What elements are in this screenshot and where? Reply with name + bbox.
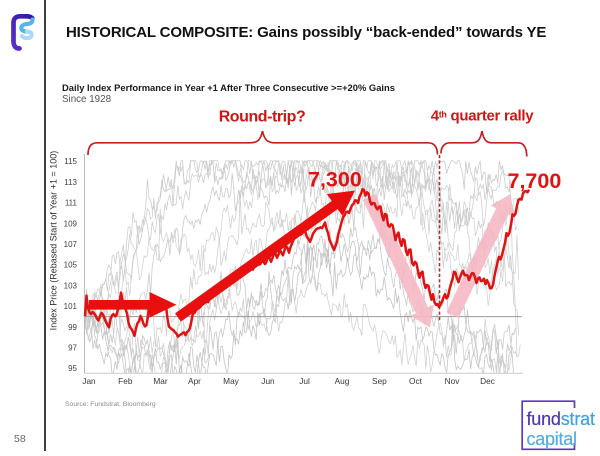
svg-text:113: 113 [64,178,77,187]
svg-text:Mar: Mar [153,376,168,386]
svg-text:Jan: Jan [82,376,96,386]
svg-text:Round-trip?: Round-trip? [219,109,306,126]
svg-text:Nov: Nov [445,376,461,386]
svg-text:111: 111 [65,199,78,208]
svg-text:7,700: 7,700 [508,169,562,193]
svg-text:Aug: Aug [335,376,350,386]
svg-text:Feb: Feb [118,376,133,386]
svg-text:109: 109 [64,219,78,228]
svg-text:97: 97 [68,344,77,353]
svg-text:Apr: Apr [188,376,201,386]
svg-text:7,300: 7,300 [308,168,362,192]
svg-text:105: 105 [64,261,78,270]
svg-text:Dec: Dec [480,376,495,386]
svg-text:Oct: Oct [409,376,423,386]
svg-text:115: 115 [64,157,77,166]
svg-text:Jun: Jun [261,376,275,386]
svg-text:Sep: Sep [372,376,387,386]
svg-text:103: 103 [64,281,78,290]
svg-text:Jul: Jul [299,376,310,386]
svg-text:Index Price (Rebased Start of: Index Price (Rebased Start of Year +1 = … [49,151,59,331]
svg-text:95: 95 [68,364,77,373]
svg-text:4th quarter rally: 4th quarter rally [431,108,535,125]
svg-text:May: May [223,376,240,386]
svg-text:107: 107 [64,240,78,249]
svg-text:99: 99 [68,323,77,332]
svg-text:101: 101 [64,302,78,311]
